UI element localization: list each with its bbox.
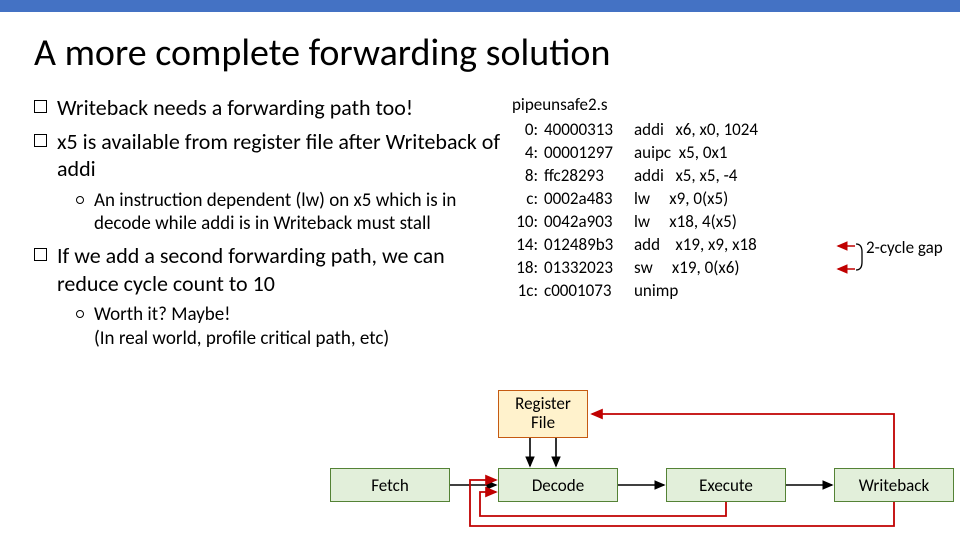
code-addr: 14:	[512, 234, 544, 257]
circle-bullet-icon	[76, 196, 84, 204]
code-addr: 10:	[512, 211, 544, 234]
code-hex: ffc28293	[544, 165, 634, 188]
circle-bullet-icon	[76, 310, 84, 318]
bullet-3-sub: Worth it? Maybe! (In real world, profile…	[76, 303, 504, 351]
code-column: pipeunsafe2.s 0:40000313addi x6, x0, 102…	[504, 94, 950, 357]
code-addr: 8:	[512, 165, 544, 188]
code-asm: sw x19, 0(x6)	[634, 257, 774, 280]
bullet-2-sub-text: An instruction dependent (lw) on x5 whic…	[94, 189, 504, 237]
gap-label: 2-cycle gap	[866, 237, 943, 258]
code-filename: pipeunsafe2.s	[512, 94, 950, 115]
bullet-3-sub-text: Worth it? Maybe! (In real world, profile…	[94, 303, 389, 351]
square-bullet-icon	[34, 134, 47, 147]
code-asm: addi x5, x5, -4	[634, 165, 774, 188]
code-asm: auipc x5, 0x1	[634, 142, 774, 165]
code-addr: 1c:	[512, 280, 544, 303]
top-accent-bar	[0, 0, 960, 12]
code-hex: 00001297	[544, 142, 634, 165]
code-hex: 0002a483	[544, 188, 634, 211]
code-asm: lw x9, 0(x5)	[634, 188, 774, 211]
code-hex: c0001073	[544, 280, 634, 303]
code-addr: 0:	[512, 119, 544, 142]
stage-writeback: Writeback	[834, 468, 954, 502]
content-area: Writeback needs a forwarding path too! x…	[0, 76, 960, 357]
code-asm: lw x18, 4(x5)	[634, 211, 774, 234]
stage-decode: Decode	[498, 468, 618, 502]
stage-execute: Execute	[666, 468, 786, 502]
bullet-2-text: x5 is available from register file after…	[57, 128, 504, 183]
code-addr: 4:	[512, 142, 544, 165]
code-asm: addi x6, x0, 1024	[634, 119, 774, 142]
slide-title: A more complete forwarding solution	[0, 12, 960, 76]
bullet-3-text: If we add a second forwarding path, we c…	[57, 242, 504, 297]
code-asm: add x19, x9, x18	[634, 234, 774, 257]
bullet-2: x5 is available from register file after…	[34, 128, 504, 183]
code-asm: unimp	[634, 280, 774, 303]
bullets-column: Writeback needs a forwarding path too! x…	[34, 94, 504, 357]
square-bullet-icon	[34, 248, 47, 261]
bullet-3: If we add a second forwarding path, we c…	[34, 242, 504, 297]
code-addr: c:	[512, 188, 544, 211]
code-hex: 012489b3	[544, 234, 634, 257]
bullet-2-sub: An instruction dependent (lw) on x5 whic…	[76, 189, 504, 237]
stage-fetch: Fetch	[330, 468, 450, 502]
code-addr: 18:	[512, 257, 544, 280]
bullet-1-text: Writeback needs a forwarding path too!	[57, 94, 413, 122]
square-bullet-icon	[34, 100, 47, 113]
code-hex: 0042a903	[544, 211, 634, 234]
bullet-1: Writeback needs a forwarding path too!	[34, 94, 504, 122]
code-listing: 0:40000313addi x6, x0, 1024 4:00001297aui…	[512, 119, 950, 303]
code-hex: 40000313	[544, 119, 634, 142]
code-hex: 01332023	[544, 257, 634, 280]
register-file-box: Register File	[498, 390, 588, 438]
